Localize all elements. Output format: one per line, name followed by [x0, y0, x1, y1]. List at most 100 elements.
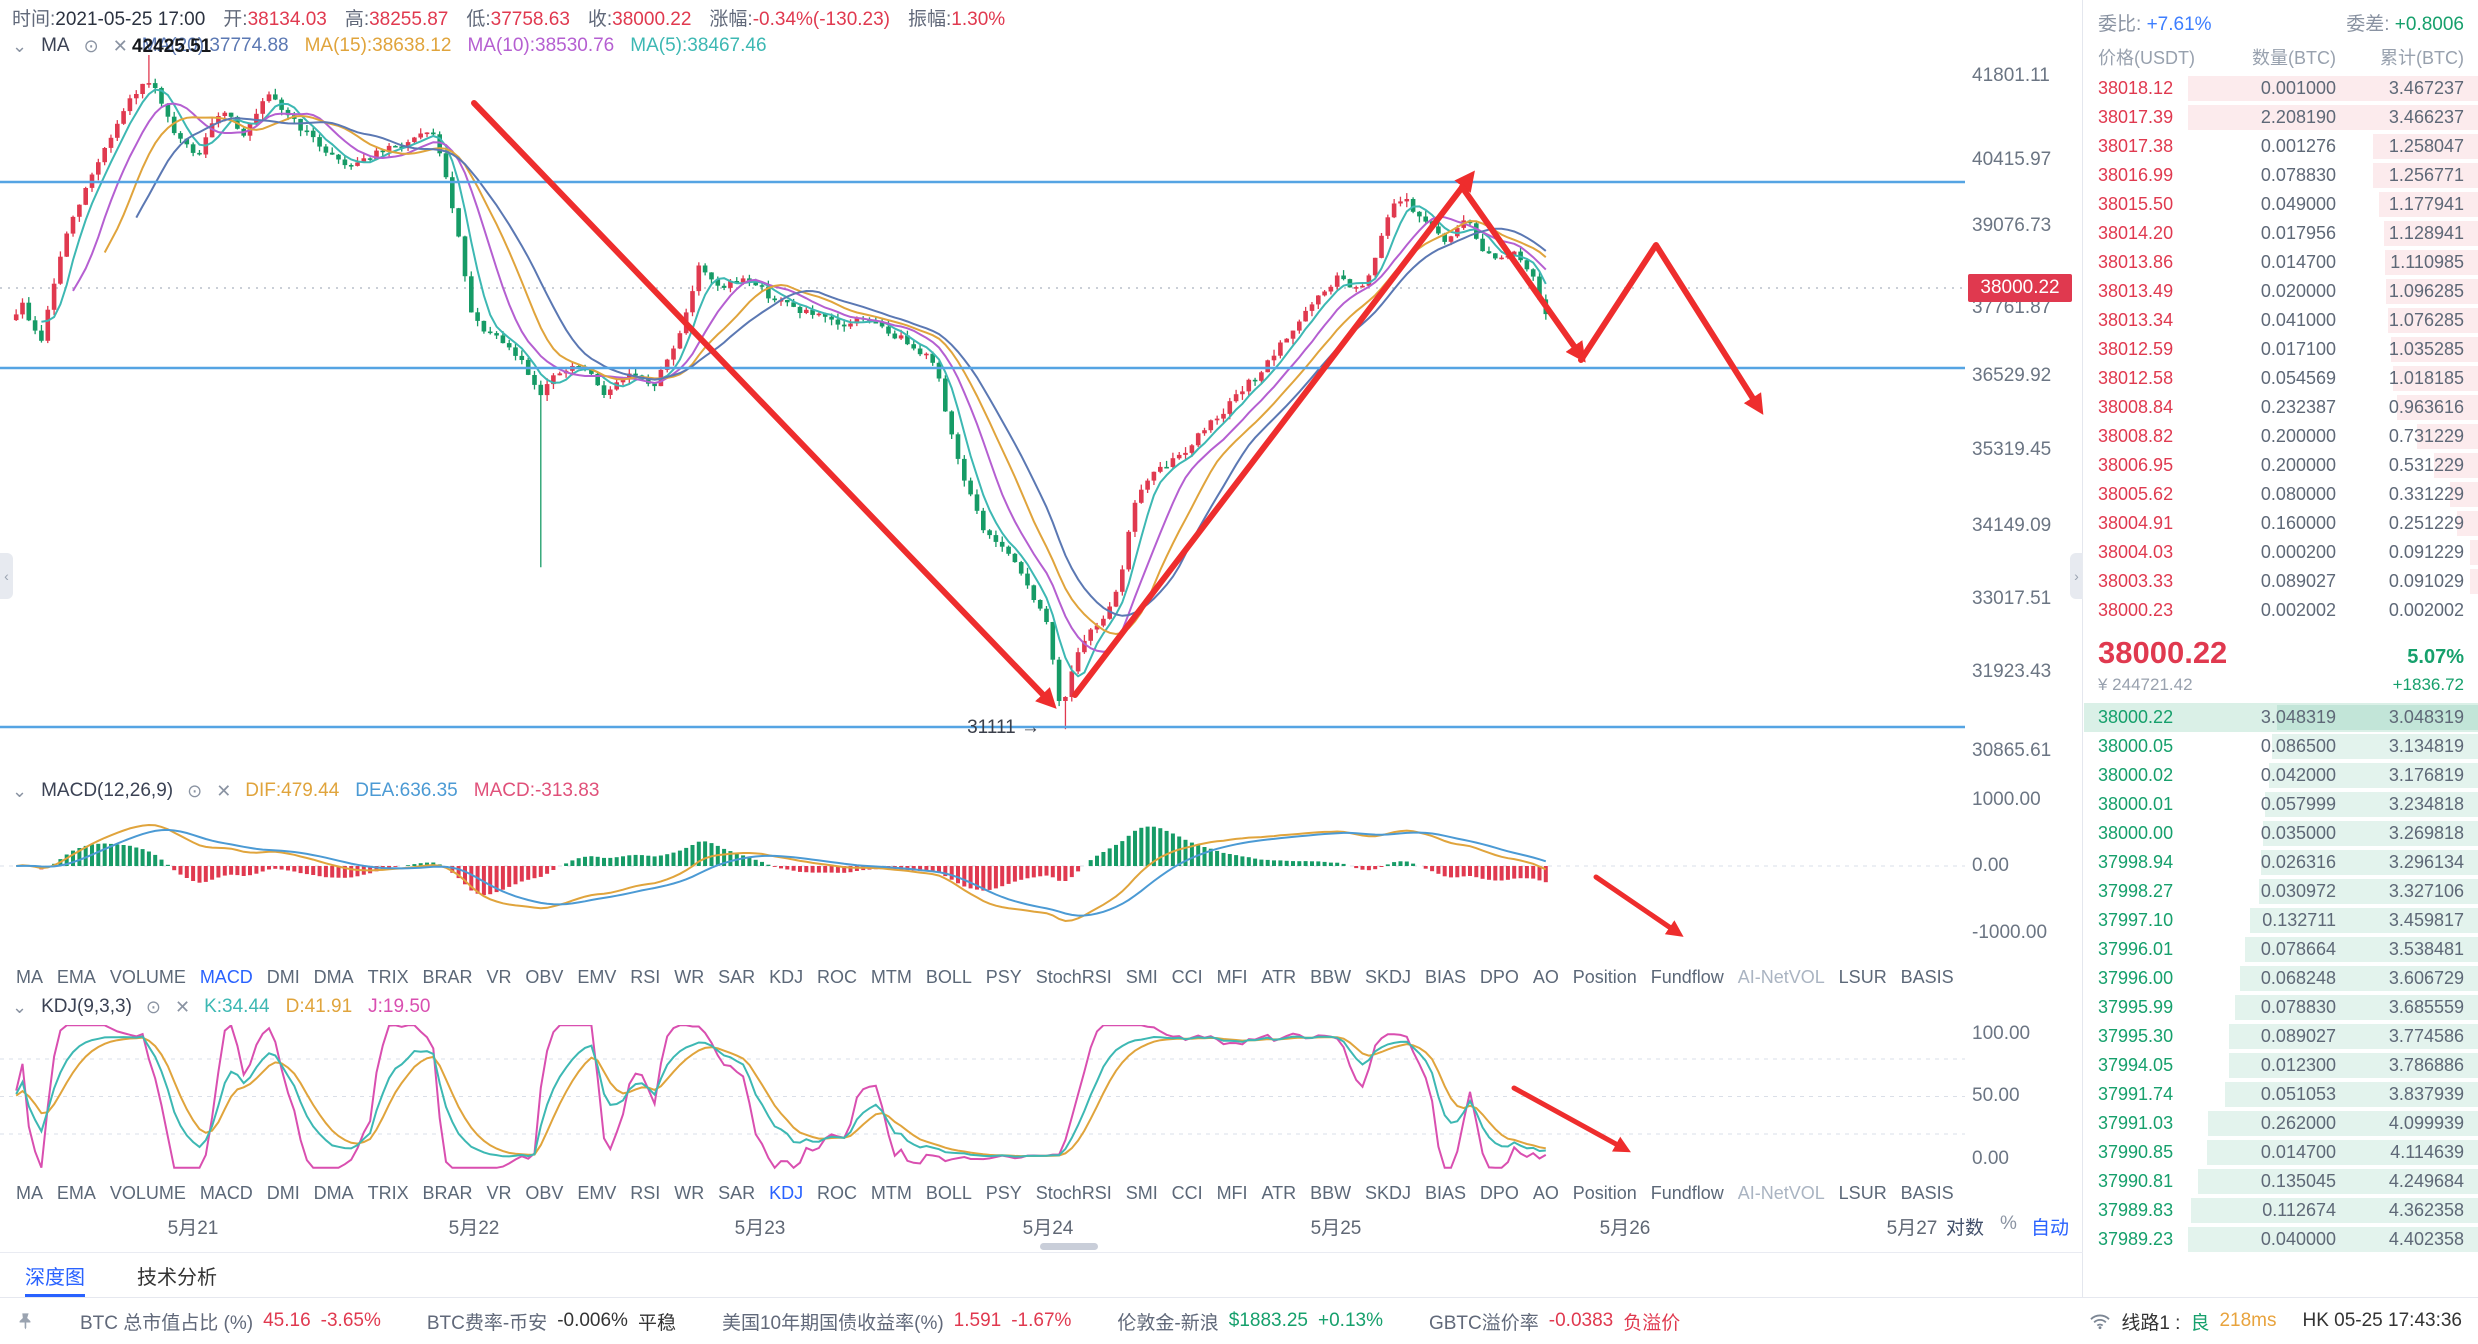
bid-row[interactable]: 37997.10 0.132711 3.459817 — [2084, 906, 2478, 935]
indicator-tab-mtm[interactable]: MTM — [870, 966, 912, 987]
indicator-tab-dpo[interactable]: DPO — [1479, 1182, 1519, 1203]
indicator-tab-ao[interactable]: AO — [1532, 966, 1559, 987]
indicator-tab-stochrsi[interactable]: StochRSI — [1035, 1182, 1112, 1203]
indicator-tab-macd[interactable]: MACD — [199, 966, 253, 987]
indicator-tab-bbw[interactable]: BBW — [1310, 1182, 1352, 1203]
indicator-tab-stochrsi[interactable]: StochRSI — [1035, 966, 1112, 987]
indicator-tab-brar[interactable]: BRAR — [422, 966, 473, 987]
indicator-tab-bias[interactable]: BIAS — [1424, 1182, 1466, 1203]
indicator-tab-position[interactable]: Position — [1572, 1182, 1637, 1203]
ask-row[interactable]: 38000.23 0.002002 0.002002 — [2084, 596, 2478, 625]
bid-row[interactable]: 37995.99 0.078830 3.685559 — [2084, 993, 2478, 1022]
ask-row[interactable]: 38008.84 0.232387 0.963616 — [2084, 393, 2478, 422]
indicator-tab-fundflow[interactable]: Fundflow — [1650, 1182, 1724, 1203]
indicator-tab-psy[interactable]: PSY — [985, 966, 1022, 987]
indicator-tab-position[interactable]: Position — [1572, 966, 1637, 987]
indicator-tab-obv[interactable]: OBV — [525, 966, 564, 987]
indicator-tab-mfi[interactable]: MFI — [1216, 966, 1248, 987]
chart-scrollbar[interactable] — [1040, 1243, 1098, 1250]
indicator-tab-rsi[interactable]: RSI — [630, 1182, 661, 1203]
bid-row[interactable]: 38000.22 3.048319 3.048319 — [2084, 703, 2478, 732]
indicator-tab-trix[interactable]: TRIX — [367, 966, 409, 987]
ask-row[interactable]: 38012.59 0.017100 1.035285 — [2084, 335, 2478, 364]
tab-technical-analysis[interactable]: 技术分析 — [137, 1266, 217, 1289]
bid-row[interactable]: 37995.30 0.089027 3.774586 — [2084, 1022, 2478, 1051]
kdj-chart[interactable] — [0, 1025, 1965, 1170]
indicator-tab-mfi[interactable]: MFI — [1216, 1182, 1248, 1203]
indicator-tab-ai-netvol[interactable]: AI-NetVOL — [1737, 1182, 1825, 1203]
indicator-tab-emv[interactable]: EMV — [577, 966, 617, 987]
right-panel-handle[interactable]: › — [2070, 553, 2083, 599]
bid-row[interactable]: 37994.05 0.012300 3.786886 — [2084, 1051, 2478, 1080]
ask-row[interactable]: 38005.62 0.080000 0.331229 — [2084, 480, 2478, 509]
indicator-tab-ma[interactable]: MA — [16, 1182, 43, 1203]
indicator-tab-rsi[interactable]: RSI — [630, 966, 661, 987]
indicator-tab-emv[interactable]: EMV — [577, 1182, 617, 1203]
indicator-tab-cci[interactable]: CCI — [1171, 1182, 1203, 1203]
indicator-tab-skdj[interactable]: SKDJ — [1365, 1182, 1412, 1203]
indicator-tab-dpo[interactable]: DPO — [1479, 966, 1519, 987]
indicator-tab-lsur[interactable]: LSUR — [1838, 1182, 1887, 1203]
ask-row[interactable]: 38004.03 0.000200 0.091229 — [2084, 538, 2478, 567]
ask-row[interactable]: 38017.39 2.208190 3.466237 — [2084, 103, 2478, 132]
indicator-tab-macd[interactable]: MACD — [199, 1182, 253, 1203]
bid-row[interactable]: 37990.85 0.014700 4.114639 — [2084, 1138, 2478, 1167]
bid-row[interactable]: 37998.94 0.026316 3.296134 — [2084, 848, 2478, 877]
indicator-tab-bbw[interactable]: BBW — [1310, 966, 1352, 987]
indicator-tab-fundflow[interactable]: Fundflow — [1650, 966, 1724, 987]
indicator-tab-dmi[interactable]: DMI — [266, 1182, 300, 1203]
macd-chart[interactable] — [0, 805, 1965, 955]
indicator-tab-volume[interactable]: VOLUME — [109, 966, 186, 987]
indicator-tab-lsur[interactable]: LSUR — [1838, 966, 1887, 987]
ask-row[interactable]: 38013.86 0.014700 1.110985 — [2084, 248, 2478, 277]
bid-row[interactable]: 37998.27 0.030972 3.327106 — [2084, 877, 2478, 906]
indicator-tab-obv[interactable]: OBV — [525, 1182, 564, 1203]
indicator-tab-ao[interactable]: AO — [1532, 1182, 1559, 1203]
indicator-tab-psy[interactable]: PSY — [985, 1182, 1022, 1203]
indicator-tab-wr[interactable]: WR — [674, 966, 705, 987]
indicator-tab-vr[interactable]: VR — [486, 966, 512, 987]
left-panel-handle[interactable]: ‹ — [0, 553, 13, 599]
indicator-tab-volume[interactable]: VOLUME — [109, 1182, 186, 1203]
indicator-tab-dmi[interactable]: DMI — [266, 966, 300, 987]
indicator-tab-roc[interactable]: ROC — [817, 966, 857, 987]
indicator-tab-ai-netvol[interactable]: AI-NetVOL — [1737, 966, 1825, 987]
indicator-tab-skdj[interactable]: SKDJ — [1365, 966, 1412, 987]
indicator-tab-trix[interactable]: TRIX — [367, 1182, 409, 1203]
ask-row[interactable]: 38014.20 0.017956 1.128941 — [2084, 219, 2478, 248]
indicator-tab-dma[interactable]: DMA — [313, 1182, 354, 1203]
collapse-icon[interactable]: ⌄ — [12, 35, 28, 56]
bid-row[interactable]: 38000.00 0.035000 3.269818 — [2084, 819, 2478, 848]
indicator-tab-ema[interactable]: EMA — [56, 1182, 96, 1203]
indicator-tab-ma[interactable]: MA — [16, 966, 43, 987]
bid-row[interactable]: 37990.81 0.135045 4.249684 — [2084, 1167, 2478, 1196]
tab-depth-chart[interactable]: 深度图 — [25, 1253, 85, 1297]
indicator-tab-boll[interactable]: BOLL — [925, 1182, 972, 1203]
indicator-tab-atr[interactable]: ATR — [1261, 1182, 1297, 1203]
indicator-tab-mtm[interactable]: MTM — [870, 1182, 912, 1203]
line-label[interactable]: 线路1 : — [2121, 1312, 2181, 1334]
indicator-tab-basis[interactable]: BASIS — [1900, 1182, 1954, 1203]
collapse-icon[interactable]: ⌄ — [12, 996, 28, 1017]
indicator-tab-atr[interactable]: ATR — [1261, 966, 1297, 987]
scale-control-percent[interactable]: % — [2000, 1213, 2017, 1234]
indicator-tab-brar[interactable]: BRAR — [422, 1182, 473, 1203]
bid-row[interactable]: 37996.00 0.068248 3.606729 — [2084, 964, 2478, 993]
ask-row[interactable]: 38016.99 0.078830 1.256771 — [2084, 161, 2478, 190]
ask-row[interactable]: 38013.49 0.020000 1.096285 — [2084, 277, 2478, 306]
indicator-tab-smi[interactable]: SMI — [1125, 1182, 1158, 1203]
ask-row[interactable]: 38006.95 0.200000 0.531229 — [2084, 451, 2478, 480]
bid-row[interactable]: 37991.74 0.051053 3.837939 — [2084, 1080, 2478, 1109]
bid-row[interactable]: 38000.01 0.057999 3.234818 — [2084, 790, 2478, 819]
collapse-icon[interactable]: ⌄ — [12, 780, 28, 801]
pin-icon[interactable] — [16, 1312, 34, 1330]
bid-row[interactable]: 37989.23 0.040000 4.402358 — [2084, 1225, 2478, 1254]
ask-row[interactable]: 38015.50 0.049000 1.177941 — [2084, 190, 2478, 219]
ask-row[interactable]: 38012.58 0.054569 1.018185 — [2084, 364, 2478, 393]
bid-row[interactable]: 38000.05 0.086500 3.134819 — [2084, 732, 2478, 761]
bid-row[interactable]: 37996.01 0.078664 3.538481 — [2084, 935, 2478, 964]
scale-control-log[interactable]: 对数 — [1946, 1218, 1985, 1239]
settings-icon[interactable]: ⊙ — [187, 780, 203, 801]
settings-icon[interactable]: ⊙ — [83, 35, 99, 56]
ask-row[interactable]: 38004.91 0.160000 0.251229 — [2084, 509, 2478, 538]
